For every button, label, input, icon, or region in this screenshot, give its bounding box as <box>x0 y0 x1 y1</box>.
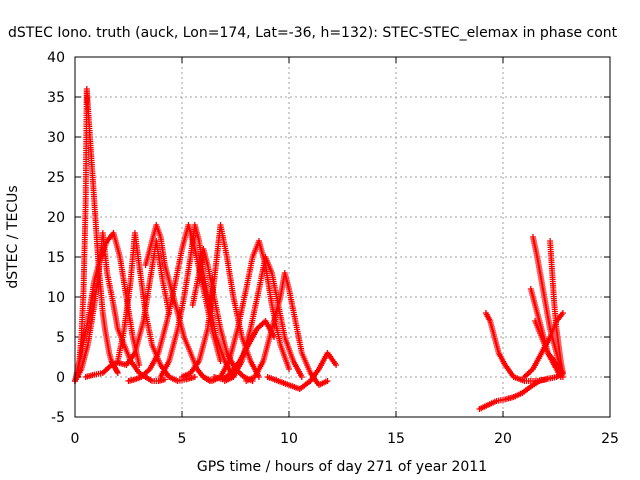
y-tick-label: 10 <box>47 290 65 306</box>
x-tick-label: 0 <box>71 431 80 447</box>
y-tick-label: -5 <box>51 410 65 426</box>
chart-title: dSTEC Iono. truth (auck, Lon=174, Lat=-3… <box>8 25 618 41</box>
y-tick-label: 15 <box>47 250 65 266</box>
series-14 <box>243 270 331 388</box>
series-points <box>547 238 566 376</box>
series-points <box>243 270 331 388</box>
series-15 <box>264 350 340 392</box>
series-5 <box>114 230 198 384</box>
x-axis-label: GPS time / hours of day 271 of year 2011 <box>197 459 487 475</box>
series-17 <box>482 310 560 384</box>
x-tick-label: 5 <box>178 431 187 447</box>
series-11 <box>200 238 292 384</box>
series-points <box>482 310 560 384</box>
y-tick-label: 25 <box>47 170 65 186</box>
plot-frame <box>74 56 611 418</box>
series-22 <box>521 310 566 380</box>
y-tick-label: 0 <box>56 370 65 386</box>
x-tick-label: 10 <box>280 431 298 447</box>
x-tick-label: 25 <box>601 431 619 447</box>
series-13 <box>211 318 277 383</box>
series-8 <box>157 222 237 380</box>
series-points <box>264 350 340 392</box>
y-tick-label: 40 <box>47 50 65 66</box>
x-tick-label: 20 <box>494 431 512 447</box>
y-tick-label: 35 <box>47 90 65 106</box>
series-points <box>521 310 566 380</box>
y-tick-label: 5 <box>56 330 65 346</box>
data-series <box>72 86 566 412</box>
series-points <box>211 318 277 383</box>
series-points <box>200 238 292 384</box>
series-points <box>157 222 237 380</box>
y-axis-label: dSTEC / TECUs <box>5 185 21 288</box>
series-20 <box>547 238 566 376</box>
y-tick-label: 20 <box>47 210 65 226</box>
series-points <box>114 230 198 384</box>
x-tick-label: 15 <box>387 431 405 447</box>
y-tick-label: 30 <box>47 130 65 146</box>
